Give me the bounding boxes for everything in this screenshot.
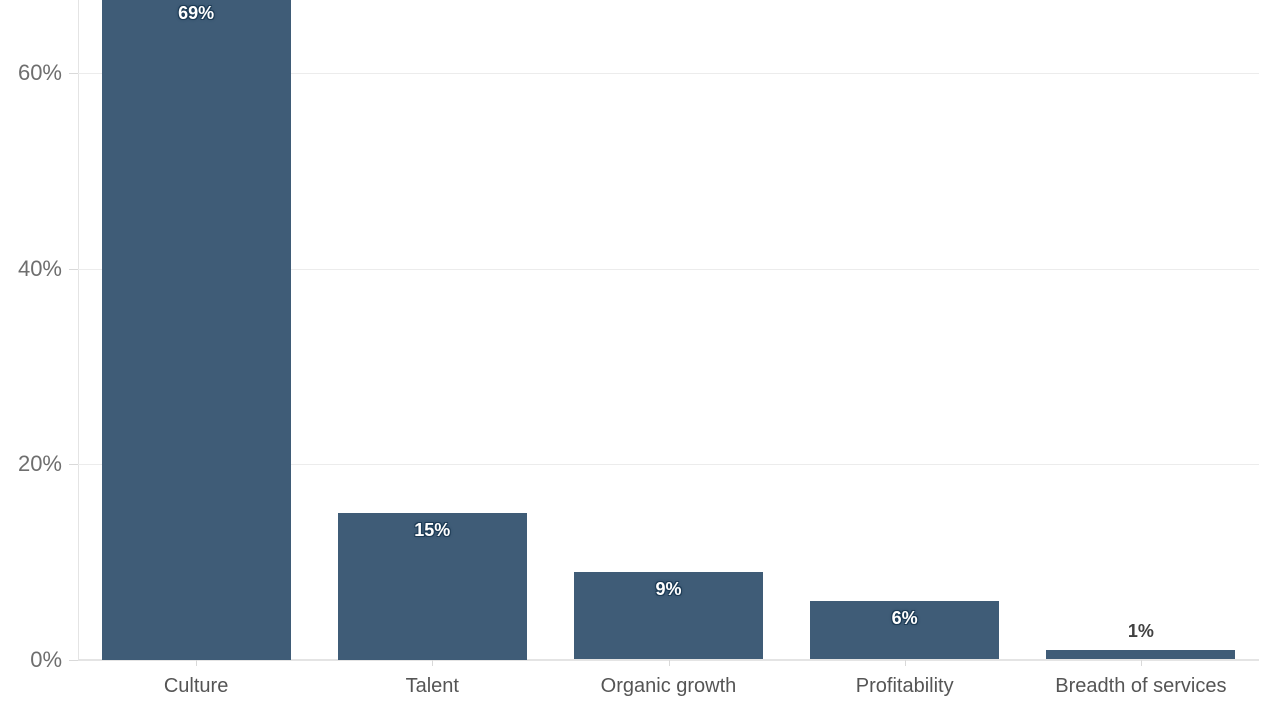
bar-breadth-of-services[interactable] (1046, 649, 1236, 660)
y-axis-tick (69, 73, 78, 74)
x-axis-tick (196, 660, 198, 666)
x-axis-label-profitability: Profitability (855, 675, 954, 697)
x-axis-tick (1140, 660, 1142, 666)
gridline-60pct (78, 73, 1259, 74)
plot-area: 69% Culture 15% Talent 9% Organic growth 6% Pro… (78, 0, 1259, 697)
y-axis-line (78, 0, 79, 660)
x-axis-tick (904, 660, 906, 666)
x-axis-label-breadth-of-services: Breadth of services (1055, 675, 1227, 697)
bar-organic-growth[interactable] (574, 571, 763, 660)
x-axis-label-organic-growth: Organic growth (600, 675, 737, 697)
x-axis-baseline (78, 658, 1259, 661)
y-axis-tick-label: 40% (17, 256, 62, 281)
bar-value-label-profitability: 6% (891, 607, 918, 628)
x-axis-label-culture: Culture (163, 675, 229, 697)
bar-value-label-talent: 15% (414, 519, 451, 540)
y-axis-tick-label: 0% (30, 647, 62, 672)
gridline-20pct (78, 464, 1259, 465)
x-axis-tick (668, 660, 670, 666)
bar-value-label-culture: 69% (178, 3, 215, 23)
bar-value-label-organic-growth: 9% (655, 578, 682, 599)
y-axis-tick-label: 20% (17, 451, 62, 476)
y-axis-tick (69, 464, 78, 465)
y-axis-tick (69, 269, 78, 270)
bar-profitability[interactable] (810, 600, 1000, 660)
x-axis-tick (432, 660, 434, 666)
bar-value-label-breadth-of-services: 1% (1127, 620, 1154, 641)
bar-talent[interactable] (337, 512, 527, 660)
y-axis-tick-label: 60% (17, 60, 62, 85)
bar-culture[interactable] (101, 0, 291, 660)
y-axis-tick (69, 660, 78, 661)
gridline-40pct (78, 269, 1259, 270)
x-axis-label-talent: Talent (405, 675, 459, 697)
